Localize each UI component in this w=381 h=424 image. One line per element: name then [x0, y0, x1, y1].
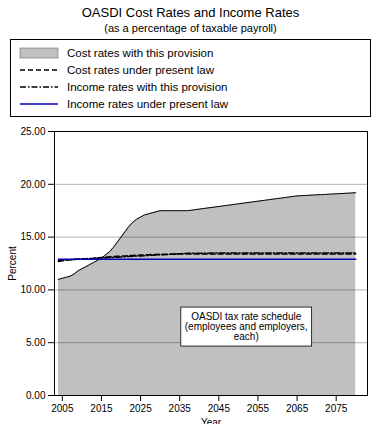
html-text:Income rates with this provisi: Income rates with this provision [67, 80, 228, 93]
svg-text:20.00: 20.00 [20, 179, 45, 190]
svg-text:2045: 2045 [208, 403, 231, 414]
svg-text:15.00: 15.00 [20, 231, 45, 242]
svg-text:2005: 2005 [51, 403, 74, 414]
svg-text:2075: 2075 [325, 403, 348, 414]
svg-text:0.00: 0.00 [26, 390, 46, 401]
svg-text:25.00: 25.00 [20, 126, 45, 137]
svg-text:5.00: 5.00 [26, 337, 46, 348]
svg-text:2035: 2035 [169, 403, 192, 414]
svg-text:2055: 2055 [247, 403, 270, 414]
svg-text:10.00: 10.00 [20, 284, 45, 295]
html-text:Cost rates under present law: Cost rates under present law [67, 63, 214, 76]
svg-text:2025: 2025 [129, 403, 152, 414]
svg-text:OASDI tax rate schedule(employ: OASDI tax rate schedule(employees and em… [185, 311, 308, 342]
html-text:(as a percentage of taxable pa: (as a percentage of taxable payroll) [104, 22, 277, 34]
svg-text:Percent: Percent [7, 246, 18, 281]
html-text:Income rates under present law: Income rates under present law [67, 97, 229, 110]
svg-text:2015: 2015 [90, 403, 113, 414]
html-text:OASDI Cost Rates and Income Ra: OASDI Cost Rates and Income Rates [81, 5, 300, 20]
svg-text:2065: 2065 [286, 403, 309, 414]
svg-text:Year: Year [201, 417, 222, 424]
html-text:Cost rates with this provision: Cost rates with this provision [67, 46, 214, 59]
